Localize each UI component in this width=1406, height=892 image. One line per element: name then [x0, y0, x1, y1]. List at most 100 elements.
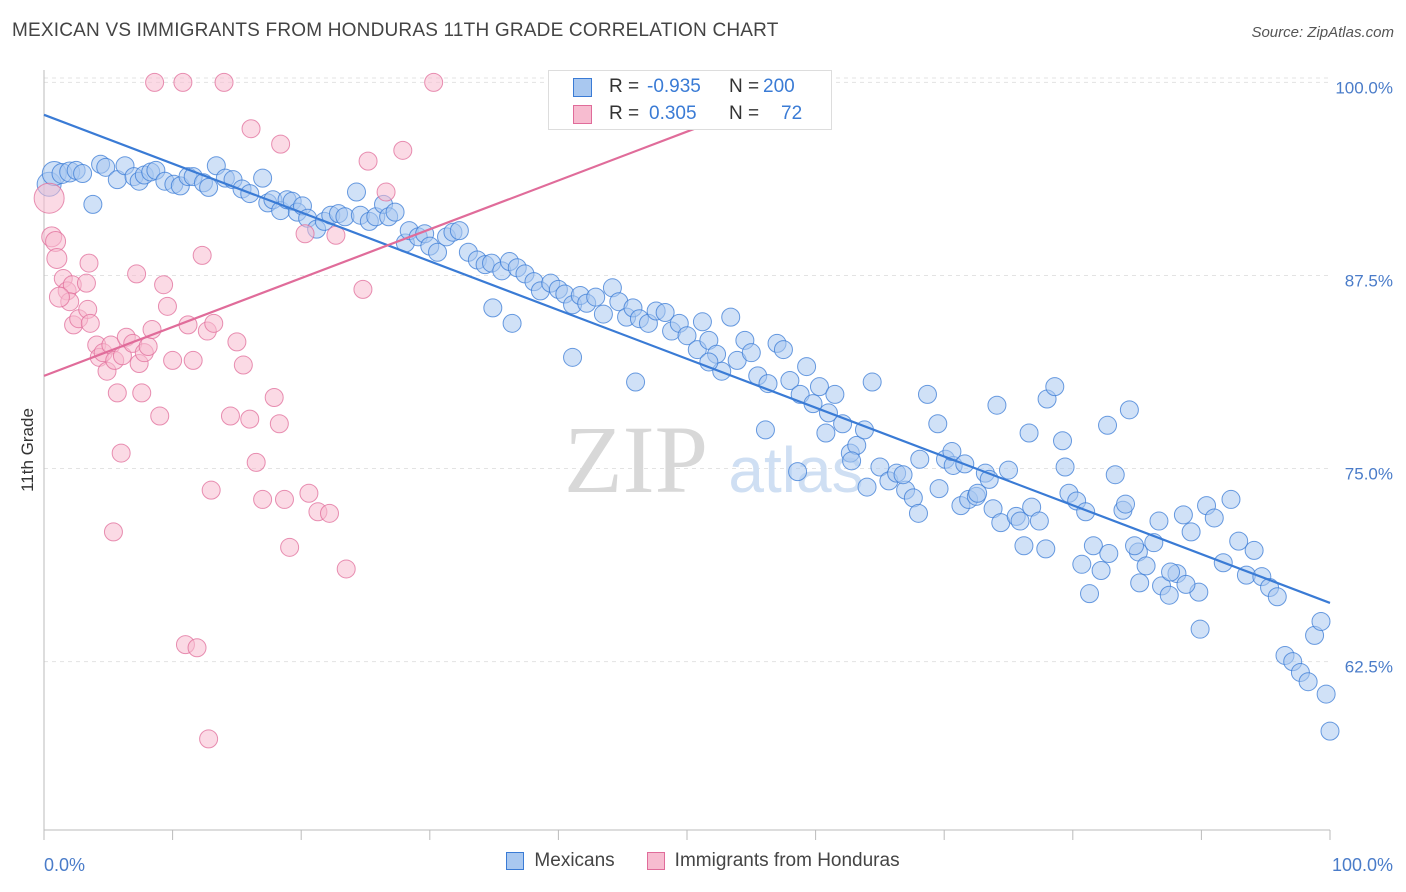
data-point: [809, 377, 829, 397]
data-point: [214, 72, 234, 92]
data-point: [893, 465, 913, 485]
data-point: [199, 177, 219, 197]
stats-swatch-blue: [573, 78, 592, 97]
data-point: [1161, 562, 1181, 582]
legend-label: Mexicans: [534, 850, 615, 871]
data-point: [428, 242, 448, 262]
data-point: [1055, 457, 1075, 477]
y-axis-label: 11th Grade: [18, 408, 37, 492]
data-point: [204, 313, 224, 333]
data-point: [586, 287, 606, 307]
data-point: [264, 387, 284, 407]
data-point: [295, 224, 315, 244]
data-point: [424, 72, 444, 92]
y-tick-label: 62.5%: [1345, 658, 1393, 677]
data-point: [1204, 508, 1224, 528]
legend-label: Immigrants from Honduras: [674, 850, 900, 871]
legend-swatch-blue: [506, 852, 525, 870]
data-point: [233, 355, 253, 375]
data-point: [1045, 377, 1065, 397]
data-point: [154, 275, 174, 295]
data-point: [692, 312, 712, 332]
data-point: [393, 140, 413, 160]
data-point: [103, 522, 123, 542]
n-value: 72: [781, 103, 803, 124]
data-point: [449, 221, 469, 241]
r-label: R =: [609, 76, 640, 97]
data-point: [1173, 505, 1193, 525]
data-point: [127, 264, 147, 284]
data-point: [1053, 431, 1073, 451]
r-label: R =: [609, 103, 640, 124]
legend-swatch-pink: [646, 852, 665, 870]
data-point: [1244, 540, 1264, 560]
data-point: [788, 462, 808, 482]
data-point: [145, 72, 165, 92]
data-point: [502, 313, 522, 333]
data-point: [48, 286, 70, 308]
legend: Mexicans Immigrants from Honduras: [0, 850, 1406, 872]
data-point: [755, 420, 775, 440]
data-point: [1076, 502, 1096, 522]
data-point: [271, 134, 291, 154]
n-label: N =: [729, 103, 760, 124]
legend-item-mexicans[interactable]: Mexicans: [506, 850, 615, 872]
x-tick-label: 0.0%: [44, 855, 85, 875]
chart-title: MEXICAN VS IMMIGRANTS FROM HONDURAS 11TH…: [12, 20, 779, 41]
data-point: [1229, 531, 1249, 551]
data-point: [83, 194, 103, 214]
data-point: [842, 451, 862, 471]
data-point: [1010, 511, 1030, 531]
data-point: [1099, 543, 1119, 563]
data-point: [999, 460, 1018, 480]
legend-item-honduras[interactable]: Immigrants from Honduras: [646, 850, 900, 872]
series-immigrants-from-honduras: [33, 72, 444, 749]
data-point: [76, 273, 96, 293]
data-point: [73, 163, 93, 183]
data-point: [1091, 560, 1111, 580]
data-point: [192, 245, 212, 265]
data-point: [1320, 721, 1340, 741]
data-point: [1119, 400, 1139, 420]
data-point: [870, 457, 890, 477]
data-point: [269, 414, 289, 434]
stats-row-honduras: R = 0.305 N = 72: [549, 100, 831, 128]
data-point: [1267, 587, 1287, 607]
data-point: [677, 326, 697, 346]
data-point: [385, 202, 405, 222]
data-point: [358, 151, 378, 171]
data-point: [1159, 585, 1179, 605]
trend-lines: [43, 113, 1331, 604]
data-point: [1311, 611, 1331, 631]
data-point: [173, 72, 193, 92]
data-point: [79, 253, 99, 273]
data-point: [157, 296, 177, 316]
data-point: [220, 406, 240, 426]
data-point: [1298, 672, 1318, 692]
trend-line: [43, 127, 696, 377]
data-point: [825, 384, 845, 404]
data-point: [246, 452, 266, 472]
stats-swatch-pink: [573, 105, 592, 124]
data-point: [655, 303, 675, 323]
data-point: [1221, 489, 1241, 509]
data-point: [201, 480, 221, 500]
data-point: [274, 489, 294, 509]
data-point: [593, 304, 613, 324]
data-point: [1036, 539, 1056, 559]
source-label: Source: ZipAtlas.com: [1251, 24, 1394, 41]
data-point: [96, 157, 116, 177]
r-value: 0.305: [649, 103, 697, 124]
data-point: [280, 537, 300, 557]
data-point: [1019, 423, 1039, 443]
data-point: [187, 638, 207, 658]
data-point: [241, 119, 261, 139]
data-point: [240, 409, 260, 429]
data-point: [563, 347, 583, 367]
data-point: [353, 279, 373, 299]
data-point: [150, 406, 170, 426]
data-point: [1072, 554, 1092, 574]
data-point: [163, 350, 183, 370]
data-point: [1116, 494, 1136, 514]
x-tick-label: 100.0%: [1332, 855, 1393, 875]
